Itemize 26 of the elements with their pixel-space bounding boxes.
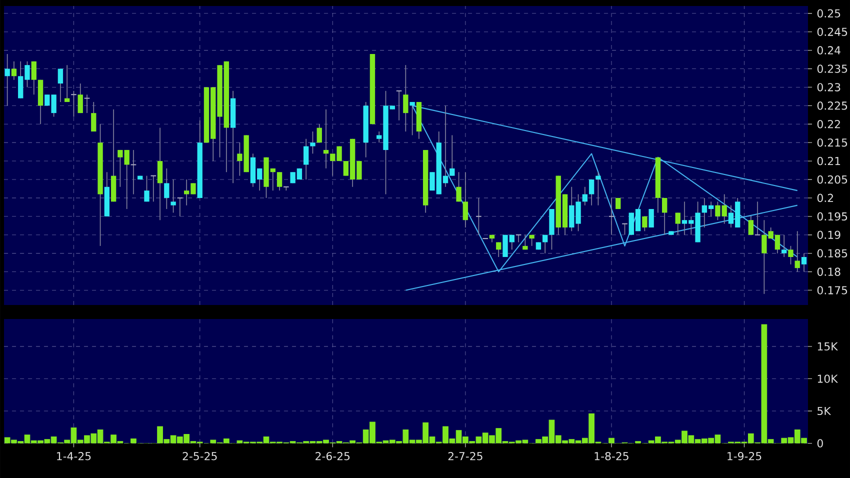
- x-tick-label: 2-5-25: [182, 452, 217, 460]
- x-tick-label: 1-9-25: [728, 452, 762, 460]
- y-tick-label: 0.235: [817, 64, 848, 73]
- y-tick-label: 0.195: [817, 212, 848, 221]
- y-tick-label: 0.22: [817, 120, 840, 128]
- y-tick-label: 0.225: [817, 102, 848, 110]
- y-tick-label: 0.23: [817, 83, 840, 92]
- y-tick-label: 0.245: [817, 28, 848, 36]
- x-tick-label: 2-7-25: [448, 452, 482, 460]
- y-tick-label: 0.18: [817, 268, 840, 276]
- y-tick-label: 0.19: [817, 230, 840, 239]
- x-tick-label: 1-4-25: [57, 452, 91, 460]
- y-tick-label: 0.24: [817, 46, 840, 54]
- x-tick-label: 2-6-25: [316, 452, 350, 460]
- y-tick-label: 0.21: [817, 156, 840, 166]
- y-tick-label: 10K: [818, 374, 838, 383]
- y-tick-label: 5K: [818, 406, 832, 416]
- y-tick-label: 0.205: [817, 175, 848, 184]
- x-tick-label: 1-8-25: [594, 452, 628, 460]
- y-tick-label: 0.25: [817, 9, 840, 18]
- y-tick-label: 15K: [818, 342, 838, 350]
- y-tick-label: 0: [817, 439, 823, 448]
- y-tick-label: 0.185: [817, 249, 848, 258]
- y-tick-label: 0.175: [817, 286, 848, 294]
- y-tick-label: 0.215: [817, 138, 848, 147]
- y-tick-label: 0.2: [817, 194, 833, 202]
